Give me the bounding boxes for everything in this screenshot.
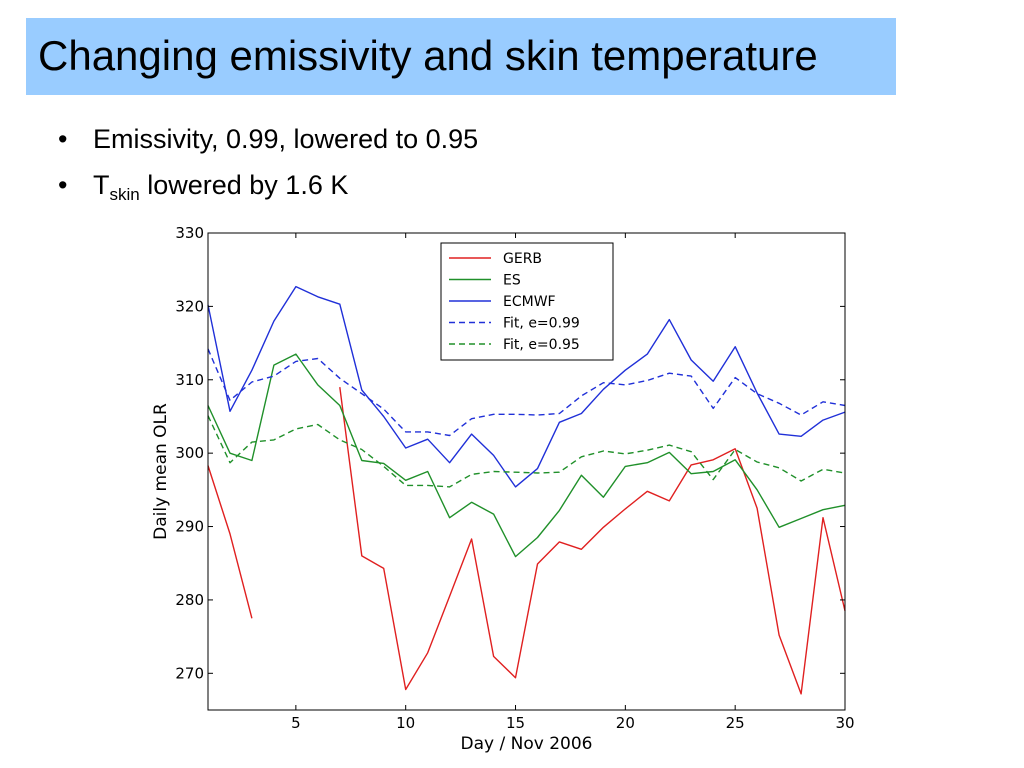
bullet-subscript: skin <box>109 185 140 204</box>
series-line-3 <box>207 348 846 437</box>
y-tick-label: 310 <box>175 371 204 389</box>
bullet-prefix: T <box>93 170 110 200</box>
x-tick-label: 30 <box>835 714 854 732</box>
y-tick-label: 320 <box>175 297 204 315</box>
legend-entry: Fit, e=0.99 <box>503 316 580 332</box>
y-tick-label: 300 <box>175 444 204 462</box>
series-line-0 <box>207 465 253 619</box>
bullet-text: Emissivity, 0.99, lowered to 0.95 <box>93 124 479 154</box>
bullet-text: Tskin lowered by 1.6 K <box>93 170 348 205</box>
y-tick-label: 270 <box>175 664 204 682</box>
series-line-1 <box>207 353 846 558</box>
x-axis-label: Day / Nov 2006 <box>461 734 593 754</box>
legend-entry: ES <box>503 273 521 289</box>
x-tick-label: 25 <box>726 714 745 732</box>
series-line-4 <box>207 415 846 488</box>
y-tick-label: 290 <box>175 518 204 536</box>
legend-entry: Fit, e=0.95 <box>503 337 580 353</box>
x-tick-label: 20 <box>616 714 635 732</box>
plot-frame <box>207 232 846 711</box>
x-tick-label: 15 <box>506 714 525 732</box>
y-tick-label: 330 <box>175 224 204 242</box>
slide-title: Changing emissivity and skin temperature <box>38 32 818 79</box>
series-line-2 <box>207 285 846 488</box>
series-line-0 <box>339 387 846 695</box>
title-bar: Changing emissivity and skin temperature <box>26 18 896 95</box>
legend-entry: GERB <box>503 251 542 267</box>
bullet-suffix: lowered by 1.6 K <box>139 170 349 200</box>
y-axis-label: Daily mean OLR <box>151 403 171 540</box>
y-tick-label: 280 <box>175 591 204 609</box>
bullet-dot: • <box>58 124 68 154</box>
x-tick-label: 5 <box>291 714 301 732</box>
bullet-dot: • <box>58 170 68 200</box>
legend-entry: ECMWF <box>503 294 556 310</box>
x-tick-label: 10 <box>396 714 415 732</box>
